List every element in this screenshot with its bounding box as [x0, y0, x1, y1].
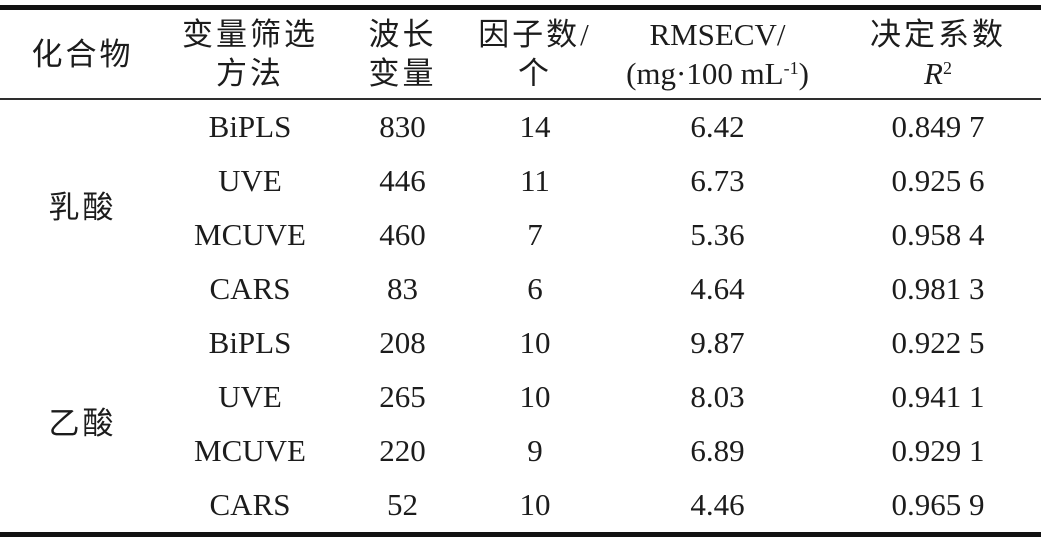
header-rmsecv-unit-prefix: (mg·100 mL — [626, 56, 784, 91]
header-rmsecv-unit-exponent: -1 — [783, 58, 799, 79]
header-r2-exponent: 2 — [942, 58, 952, 79]
header-method-line2: 方法 — [216, 56, 284, 91]
table-row: UVE 446 11 6.73 0.925 6 — [0, 154, 1041, 208]
header-method-line1: 变量筛选 — [182, 17, 318, 52]
header-row: 化合物 变量筛选 方法 波长 变量 因子数/ 个 RMSECV/ (mg·100… — [0, 8, 1041, 100]
cell-method: BiPLS — [208, 324, 292, 360]
cell-rmsecv: 5.36 — [690, 216, 745, 252]
header-rmsecv-line1: RMSECV/ — [649, 17, 786, 52]
cell-r2: 0.925 6 — [891, 162, 985, 198]
cell-wavelength: 220 — [379, 432, 426, 468]
cell-factors: 11 — [520, 162, 550, 198]
cell-wavelength: 830 — [379, 108, 426, 144]
cell-r2: 0.849 7 — [891, 108, 985, 144]
cell-method: UVE — [218, 378, 282, 414]
cell-r2: 0.981 3 — [891, 270, 985, 306]
cell-compound-acetic: 乙酸 — [48, 405, 117, 441]
header-r2-line1: 决定系数 — [870, 17, 1006, 52]
cell-rmsecv: 6.89 — [690, 432, 745, 468]
header-r2: 决定系数 R2 — [835, 8, 1041, 100]
cell-method: CARS — [209, 270, 291, 306]
cell-method: MCUVE — [194, 216, 306, 252]
cell-r2: 0.929 1 — [891, 432, 985, 468]
table-row: MCUVE 220 9 6.89 0.929 1 — [0, 424, 1041, 478]
cell-rmsecv: 9.87 — [690, 324, 745, 360]
cell-method: BiPLS — [208, 108, 292, 144]
cell-r2: 0.965 9 — [891, 486, 985, 522]
cell-factors: 10 — [519, 378, 551, 414]
cell-method: UVE — [218, 162, 282, 198]
header-rmsecv: RMSECV/ (mg·100 mL-1) — [600, 8, 835, 100]
table-row: CARS 83 6 4.64 0.981 3 — [0, 262, 1041, 316]
header-wavelength-line2: 变量 — [368, 56, 437, 91]
header-rmsecv-unit-suffix: ) — [798, 56, 809, 91]
variable-selection-results-table: 化合物 变量筛选 方法 波长 变量 因子数/ 个 RMSECV/ (mg·100… — [0, 5, 1041, 537]
table-row: 乳酸 BiPLS 830 14 6.42 0.849 7 — [0, 99, 1041, 225]
header-r2-base: R — [924, 56, 943, 91]
table-row: CARS 52 10 4.46 0.965 9 — [0, 478, 1041, 535]
cell-method: MCUVE — [194, 432, 306, 468]
cell-wavelength: 83 — [387, 270, 418, 306]
cell-wavelength: 460 — [379, 216, 426, 252]
cell-wavelength: 208 — [379, 324, 426, 360]
cell-factors: 7 — [527, 216, 543, 252]
header-factors-line2: 个 — [518, 56, 552, 91]
header-compound: 化合物 — [0, 8, 165, 100]
cell-rmsecv: 8.03 — [690, 378, 745, 414]
table-row: 乙酸 BiPLS 208 10 9.87 0.922 5 — [0, 316, 1041, 441]
cell-factors: 14 — [519, 108, 551, 144]
header-method: 变量筛选 方法 — [165, 8, 335, 100]
header-factors: 因子数/ 个 — [470, 8, 600, 100]
cell-wavelength: 265 — [379, 378, 426, 414]
table-body: 乳酸 BiPLS 830 14 6.42 0.849 7 UVE 446 11 … — [0, 99, 1041, 535]
cell-r2: 0.922 5 — [891, 324, 985, 360]
cell-rmsecv: 4.64 — [690, 270, 745, 306]
header-rmsecv-unit: (mg·100 mL-1) — [600, 54, 835, 93]
cell-rmsecv: 6.73 — [690, 162, 745, 198]
cell-method: CARS — [209, 486, 291, 522]
cell-r2: 0.941 1 — [891, 378, 985, 414]
cell-wavelength: 446 — [379, 162, 426, 198]
cell-r2: 0.958 4 — [891, 216, 985, 252]
header-compound-label: 化合物 — [31, 36, 134, 72]
cell-compound-lactic: 乳酸 — [48, 189, 117, 225]
cell-factors: 10 — [519, 486, 551, 522]
table-row: MCUVE 460 7 5.36 0.958 4 — [0, 208, 1041, 262]
header-r2-symbol: R2 — [835, 54, 1041, 93]
table-header: 化合物 变量筛选 方法 波长 变量 因子数/ 个 RMSECV/ (mg·100… — [0, 8, 1041, 100]
header-factors-line1: 因子数/ — [478, 17, 592, 52]
cell-factors: 6 — [527, 270, 543, 306]
cell-factors: 10 — [519, 324, 551, 360]
table-row: UVE 265 10 8.03 0.941 1 — [0, 370, 1041, 424]
cell-wavelength: 52 — [387, 486, 418, 522]
header-wavelength: 波长 变量 — [335, 8, 470, 100]
cell-rmsecv: 6.42 — [690, 108, 745, 144]
cell-rmsecv: 4.46 — [690, 486, 745, 522]
header-wavelength-line1: 波长 — [368, 17, 437, 52]
cell-factors: 9 — [527, 432, 543, 468]
